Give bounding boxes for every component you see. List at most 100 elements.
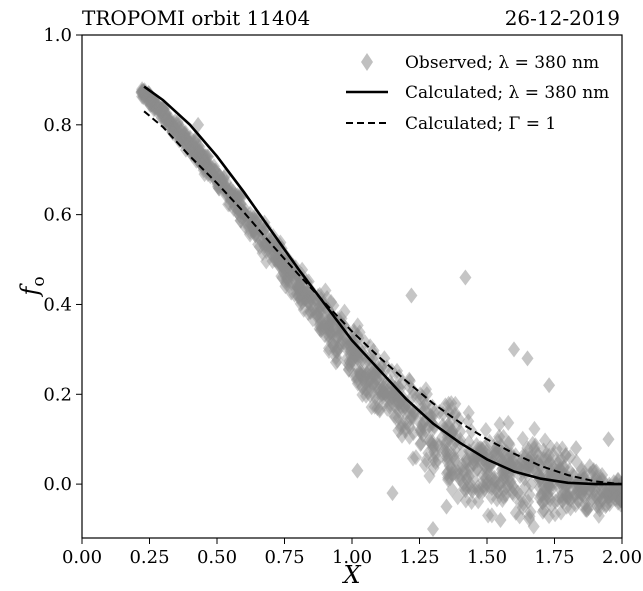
data-point	[361, 384, 374, 401]
data-point	[160, 112, 173, 129]
data-point	[324, 332, 337, 349]
data-point	[439, 436, 452, 453]
data-point	[143, 95, 156, 112]
data-point	[418, 396, 431, 413]
data-point	[193, 152, 206, 169]
data-point	[187, 144, 200, 161]
data-point	[212, 180, 225, 197]
data-point	[352, 371, 365, 388]
data-point	[496, 492, 509, 509]
data-point	[302, 294, 315, 311]
data-point	[211, 178, 224, 195]
data-point	[481, 475, 494, 492]
data-point	[373, 400, 386, 417]
data-point	[293, 285, 306, 302]
data-point	[523, 449, 536, 466]
data-point	[442, 464, 455, 481]
data-point	[167, 124, 180, 141]
data-point	[341, 350, 354, 367]
data-point	[346, 344, 359, 361]
data-point	[284, 261, 297, 278]
data-point	[462, 462, 475, 479]
data-point	[321, 319, 334, 336]
data-point	[265, 241, 278, 258]
data-point	[280, 275, 293, 292]
data-point	[403, 428, 416, 445]
data-point	[422, 445, 435, 462]
data-point	[328, 321, 341, 338]
data-point	[356, 379, 369, 396]
data-point	[448, 441, 461, 458]
data-point	[575, 462, 588, 479]
data-point	[337, 317, 350, 334]
data-point	[396, 427, 409, 444]
data-point	[298, 283, 311, 300]
data-point	[247, 222, 260, 239]
data-point	[299, 285, 312, 302]
data-point	[526, 453, 539, 470]
data-point	[297, 301, 310, 318]
data-point	[291, 279, 304, 296]
data-point	[176, 130, 189, 147]
data-point	[502, 446, 515, 463]
data-point	[590, 490, 603, 507]
data-point	[536, 494, 549, 511]
data-point	[363, 371, 376, 388]
data-point	[304, 303, 317, 320]
data-point	[442, 471, 455, 488]
data-point	[195, 150, 208, 167]
data-point	[447, 447, 460, 464]
data-point	[278, 264, 291, 281]
data-point	[329, 342, 342, 359]
data-point	[485, 480, 498, 497]
data-point	[272, 256, 285, 273]
data-point	[178, 125, 191, 142]
data-point	[500, 479, 513, 496]
data-point	[187, 135, 200, 152]
data-point	[138, 86, 151, 103]
data-point	[429, 446, 442, 463]
data-point	[229, 190, 242, 207]
data-point	[272, 250, 285, 267]
data-point	[145, 93, 158, 110]
data-point	[462, 468, 475, 485]
data-point	[570, 477, 583, 494]
data-point	[523, 456, 536, 473]
data-point	[313, 304, 326, 321]
data-point	[582, 500, 595, 517]
data-point	[194, 154, 207, 171]
data-point	[558, 458, 571, 475]
data-point	[314, 322, 327, 339]
data-point	[397, 414, 410, 431]
data-point	[277, 245, 290, 262]
data-point	[360, 381, 373, 398]
data-point	[580, 477, 593, 494]
data-point	[491, 483, 504, 500]
data-point	[311, 301, 324, 318]
data-point	[557, 459, 570, 476]
data-point	[280, 272, 293, 289]
data-point	[523, 508, 536, 525]
data-point	[497, 482, 510, 499]
data-point	[587, 463, 600, 480]
data-point	[535, 485, 548, 502]
data-point	[261, 236, 274, 253]
data-point-outlier	[521, 350, 534, 367]
data-point	[460, 451, 473, 468]
data-point	[420, 451, 433, 468]
data-point	[142, 93, 155, 110]
data-point	[173, 120, 186, 137]
data-point	[391, 392, 404, 409]
data-point	[171, 126, 184, 143]
data-point	[533, 472, 546, 489]
data-point	[387, 407, 400, 424]
data-point	[224, 192, 237, 209]
data-point	[350, 367, 363, 384]
data-point	[189, 133, 202, 150]
data-point	[576, 486, 589, 503]
data-point	[179, 136, 192, 153]
data-point	[441, 450, 454, 467]
data-point	[476, 483, 489, 500]
data-point	[612, 494, 622, 511]
data-point	[343, 357, 356, 374]
